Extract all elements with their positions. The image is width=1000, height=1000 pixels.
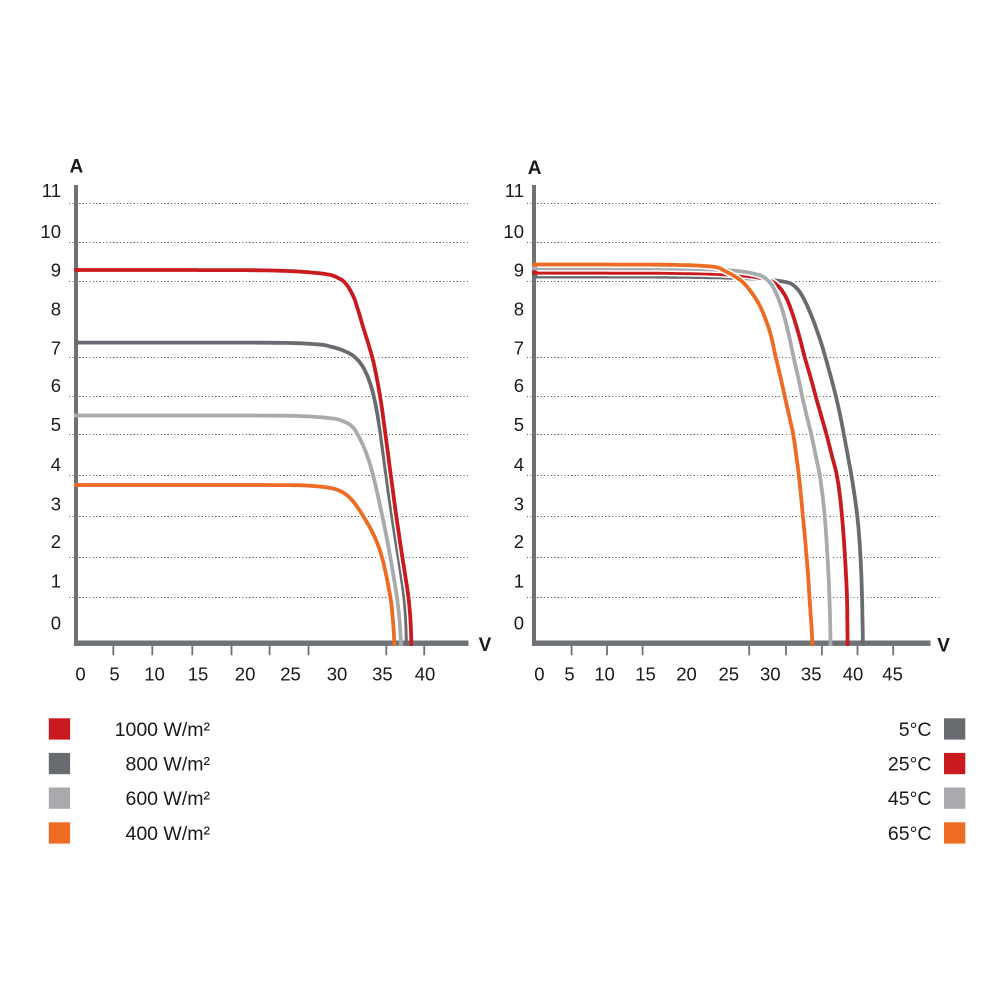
svg-text:4: 4 [51,454,61,475]
svg-text:45: 45 [882,664,903,685]
svg-text:25: 25 [280,664,301,685]
svg-text:3: 3 [51,493,61,514]
svg-text:10: 10 [40,221,61,242]
svg-text:400 W/m²: 400 W/m² [125,823,210,845]
svg-text:20: 20 [676,664,697,685]
svg-text:8: 8 [514,298,524,319]
svg-text:11: 11 [42,180,61,201]
svg-text:1000 W/m²: 1000 W/m² [115,719,211,741]
svg-text:10: 10 [594,664,615,685]
svg-text:2: 2 [51,531,61,552]
svg-text:45°C: 45°C [888,788,932,810]
svg-text:5°C: 5°C [899,719,932,741]
svg-text:1: 1 [51,570,61,591]
svg-text:10: 10 [144,664,165,685]
svg-text:25°C: 25°C [888,754,932,776]
svg-text:9: 9 [51,259,61,280]
svg-text:20: 20 [235,664,256,685]
svg-text:5: 5 [564,664,574,685]
svg-text:5: 5 [514,414,524,435]
svg-text:V: V [479,635,492,656]
svg-text:40: 40 [843,664,864,685]
svg-text:800 W/m²: 800 W/m² [125,754,210,776]
svg-text:600 W/m²: 600 W/m² [125,788,210,810]
svg-text:15: 15 [635,664,656,685]
svg-text:A: A [70,157,84,178]
svg-text:15: 15 [188,664,209,685]
svg-text:7: 7 [514,338,524,359]
svg-text:2: 2 [514,531,524,552]
svg-text:9: 9 [514,259,524,280]
svg-text:8: 8 [51,298,61,319]
svg-text:65°C: 65°C [888,823,932,845]
svg-text:A: A [528,158,542,179]
svg-text:0: 0 [534,664,544,685]
svg-text:40: 40 [415,664,436,685]
svg-text:V: V [937,636,950,657]
svg-text:3: 3 [514,493,524,514]
svg-text:6: 6 [51,375,61,396]
svg-text:7: 7 [51,338,61,359]
svg-text:11: 11 [505,180,524,201]
svg-text:35: 35 [801,664,822,685]
svg-text:30: 30 [760,664,781,685]
svg-text:0: 0 [51,613,61,634]
svg-text:0: 0 [75,664,85,685]
svg-text:25: 25 [719,664,740,685]
svg-text:35: 35 [372,664,393,685]
svg-text:5: 5 [51,414,61,435]
svg-text:0: 0 [514,613,524,634]
svg-text:1: 1 [514,570,524,591]
svg-text:4: 4 [514,454,524,475]
svg-text:30: 30 [327,664,348,685]
svg-text:5: 5 [109,664,119,685]
svg-text:6: 6 [514,375,524,396]
svg-text:10: 10 [503,221,524,242]
